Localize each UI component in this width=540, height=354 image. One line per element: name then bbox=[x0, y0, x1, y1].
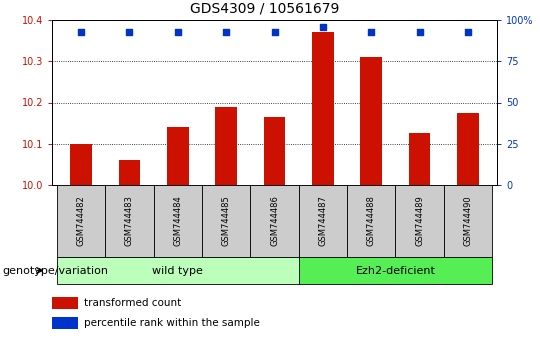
Point bbox=[270, 29, 279, 34]
Bar bbox=[264, 117, 285, 185]
Text: GSM744484: GSM744484 bbox=[173, 196, 183, 246]
Point bbox=[125, 29, 134, 34]
Bar bbox=[215, 107, 237, 185]
Point bbox=[464, 29, 472, 34]
Text: genotype/variation: genotype/variation bbox=[3, 266, 109, 275]
Bar bbox=[52, 297, 78, 309]
Point bbox=[319, 24, 327, 29]
Point bbox=[415, 29, 424, 34]
Point bbox=[222, 29, 231, 34]
Point bbox=[77, 29, 85, 34]
Bar bbox=[347, 185, 395, 257]
Bar bbox=[444, 185, 492, 257]
Bar bbox=[57, 257, 299, 284]
Bar bbox=[299, 257, 492, 284]
Text: GDS4309 / 10561679: GDS4309 / 10561679 bbox=[190, 1, 339, 15]
Text: transformed count: transformed count bbox=[84, 298, 181, 308]
Text: GSM744488: GSM744488 bbox=[367, 195, 376, 246]
Text: GSM744487: GSM744487 bbox=[319, 195, 327, 246]
Bar bbox=[457, 113, 479, 185]
Text: GSM744485: GSM744485 bbox=[221, 196, 231, 246]
Bar bbox=[202, 185, 251, 257]
Text: GSM744482: GSM744482 bbox=[77, 196, 85, 246]
Point bbox=[173, 29, 182, 34]
Text: GSM744483: GSM744483 bbox=[125, 195, 134, 246]
Bar bbox=[299, 185, 347, 257]
Bar bbox=[70, 144, 92, 185]
Text: Ezh2-deficient: Ezh2-deficient bbox=[355, 266, 435, 275]
Text: wild type: wild type bbox=[152, 266, 203, 275]
Bar bbox=[153, 185, 202, 257]
Bar bbox=[409, 133, 430, 185]
Text: GSM744490: GSM744490 bbox=[463, 196, 472, 246]
Text: percentile rank within the sample: percentile rank within the sample bbox=[84, 318, 260, 328]
Bar bbox=[105, 185, 153, 257]
Bar bbox=[167, 127, 188, 185]
Bar bbox=[118, 160, 140, 185]
Bar bbox=[251, 185, 299, 257]
Text: GSM744486: GSM744486 bbox=[270, 195, 279, 246]
Text: GSM744489: GSM744489 bbox=[415, 196, 424, 246]
Bar bbox=[360, 57, 382, 185]
Bar bbox=[52, 317, 78, 329]
Bar bbox=[395, 185, 444, 257]
Bar bbox=[57, 185, 105, 257]
Bar bbox=[312, 32, 334, 185]
Point bbox=[367, 29, 375, 34]
